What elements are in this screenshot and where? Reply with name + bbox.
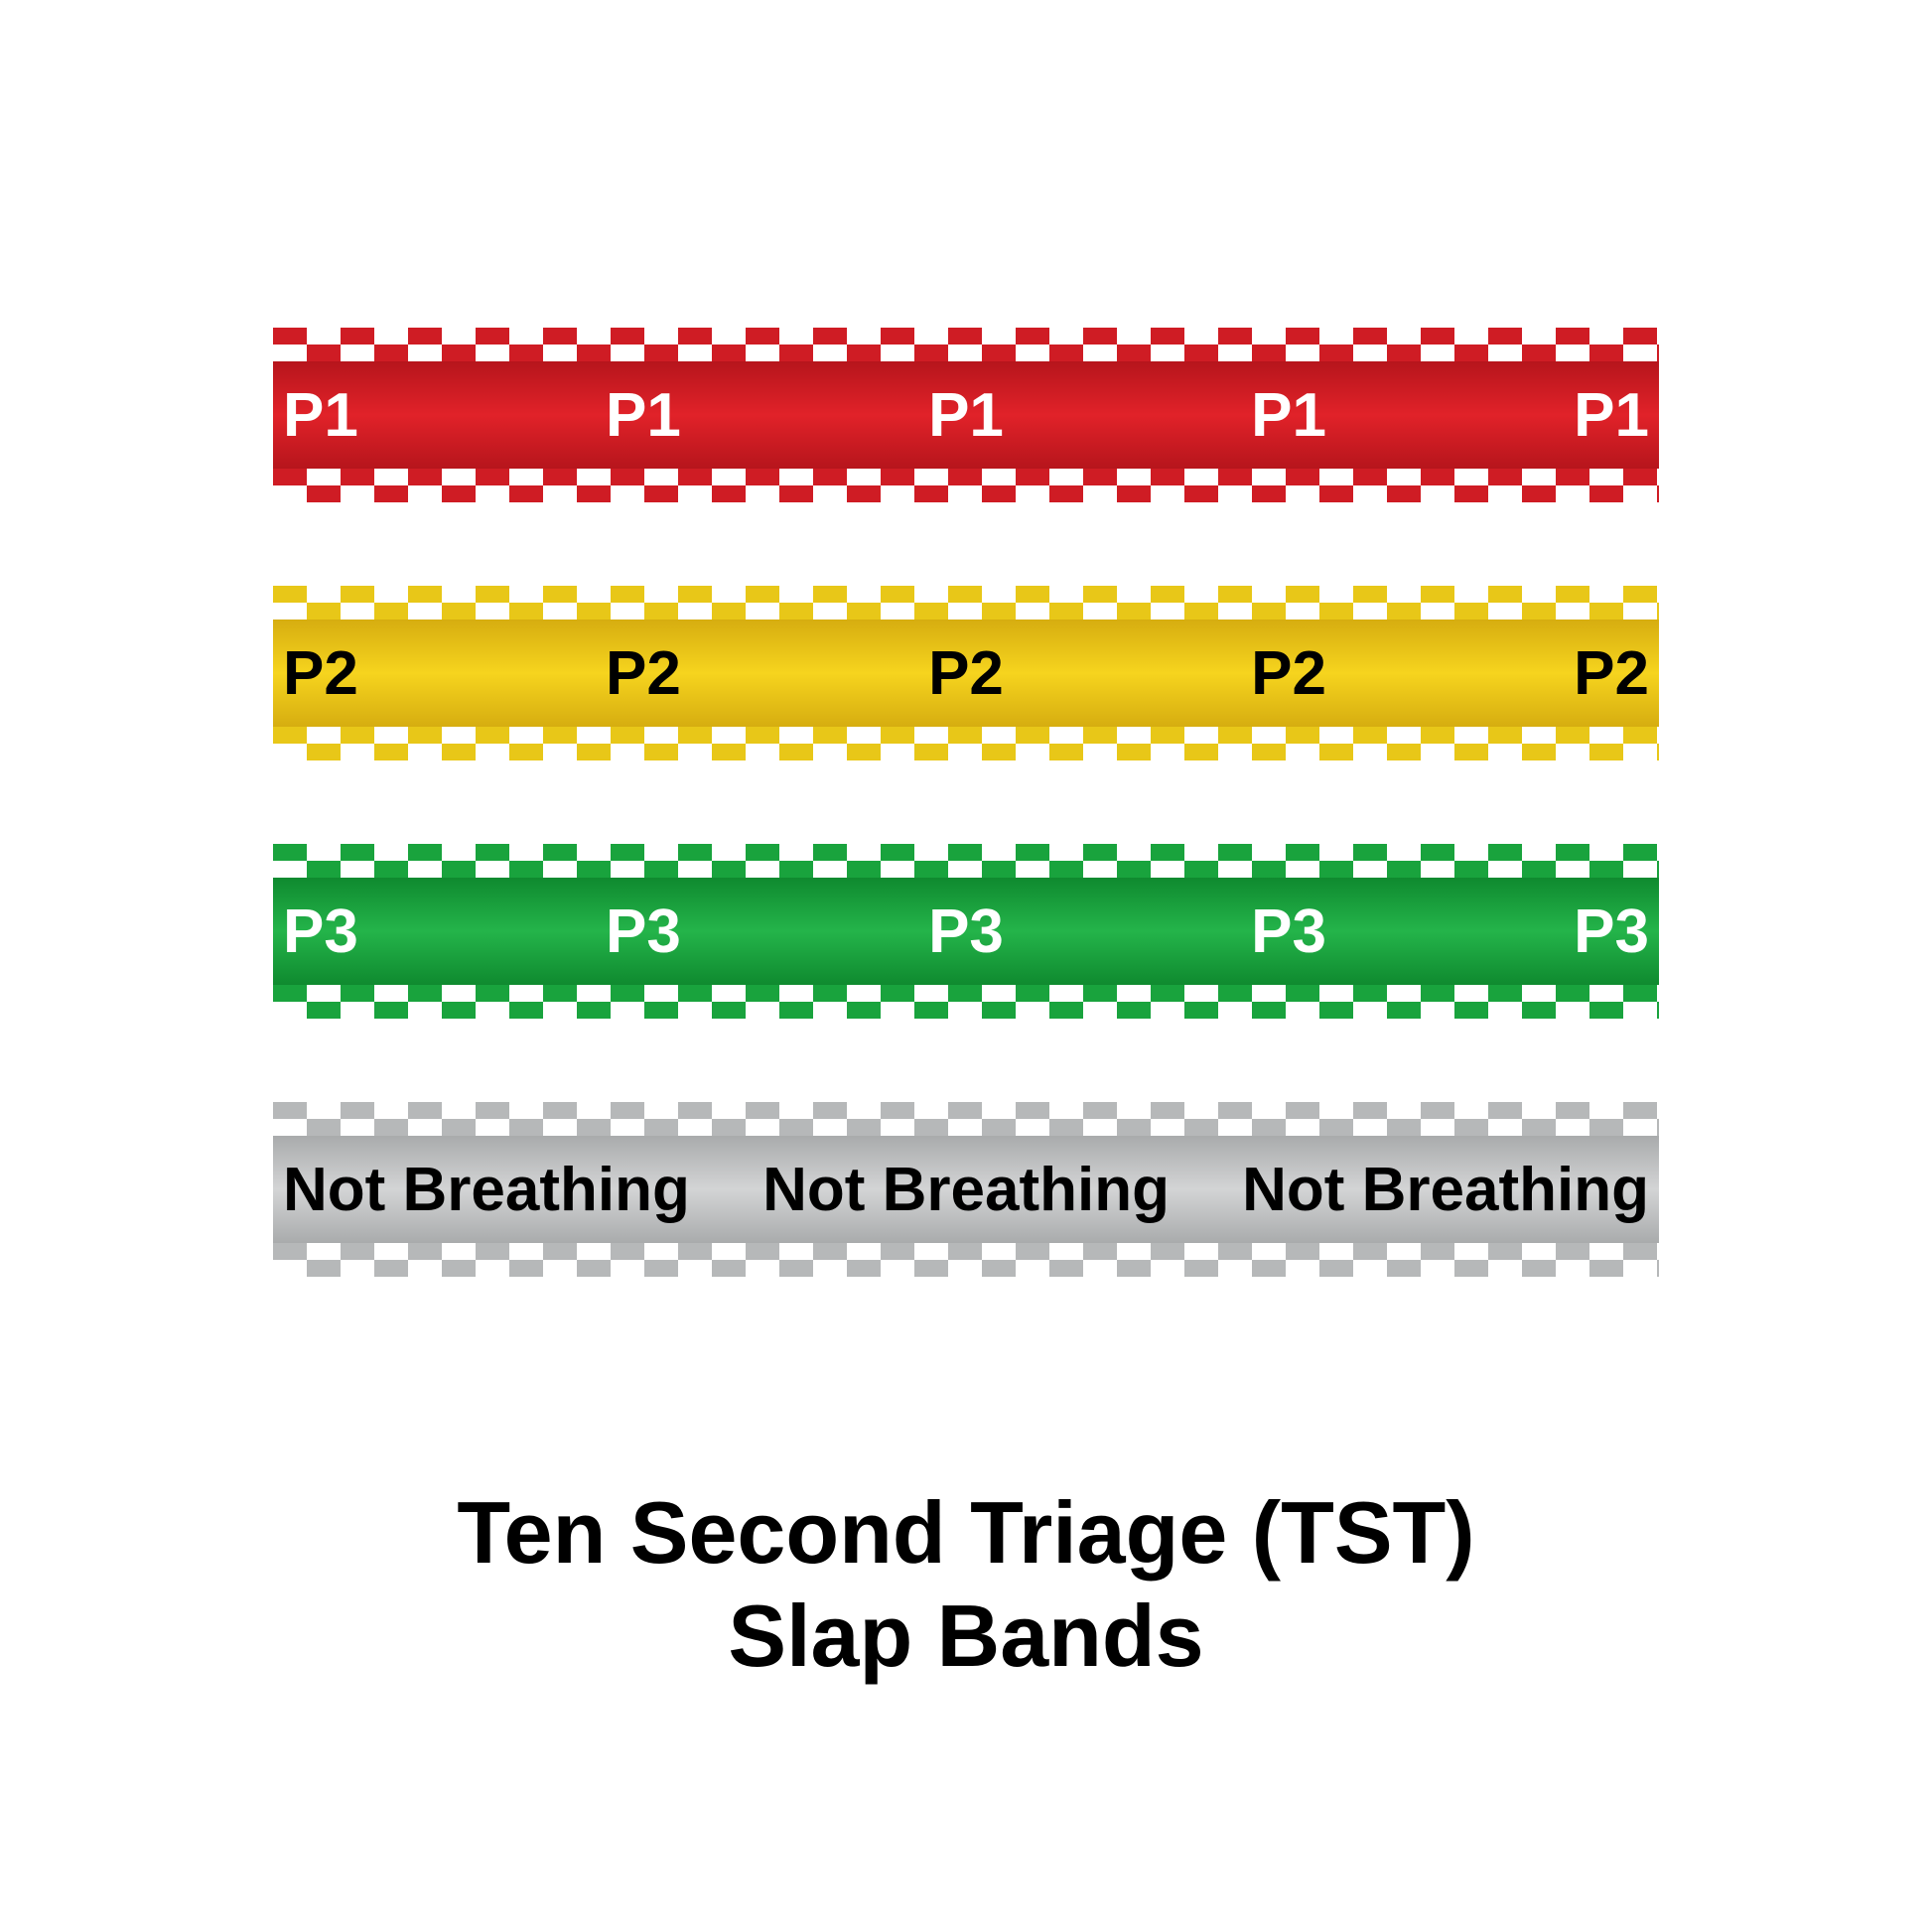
triage-bands-figure: P1 P1 P1 P1 P1 P2 P2 P2 P2 P2 P3 P3 P3 P3 P3 Not Breath… <box>0 0 1932 1932</box>
checker-border-top <box>273 1102 1659 1136</box>
band-label-row: P3 P3 P3 P3 P3 <box>283 897 1649 967</box>
band-core: P3 P3 P3 P3 P3 <box>273 878 1659 985</box>
band-label: P1 <box>1574 380 1649 451</box>
figure-caption: Ten Second Triage (TST) Slap Bands <box>0 1481 1932 1688</box>
band-label: P2 <box>1574 638 1649 709</box>
band-label: P3 <box>606 897 681 967</box>
band-label: P2 <box>1251 638 1326 709</box>
band-label-row: P2 P2 P2 P2 P2 <box>283 638 1649 709</box>
band-label: P1 <box>606 380 681 451</box>
band-core: P2 P2 P2 P2 P2 <box>273 620 1659 727</box>
band-core: Not Breathing Not Breathing Not Breathing <box>273 1136 1659 1243</box>
triage-band-p3: P3 P3 P3 P3 P3 <box>273 844 1659 1019</box>
band-core: P1 P1 P1 P1 P1 <box>273 361 1659 469</box>
band-label: P1 <box>283 380 358 451</box>
checker-border-bottom <box>273 469 1659 502</box>
band-label: P1 <box>928 380 1004 451</box>
checker-border-top <box>273 586 1659 620</box>
band-label: P3 <box>283 897 358 967</box>
checker-border-top <box>273 844 1659 878</box>
checker-border-top <box>273 328 1659 361</box>
triage-band-p2: P2 P2 P2 P2 P2 <box>273 586 1659 760</box>
checker-border-bottom <box>273 1243 1659 1277</box>
band-label: P3 <box>928 897 1004 967</box>
band-label-row: Not Breathing Not Breathing Not Breathing <box>283 1155 1649 1225</box>
band-label: P2 <box>606 638 681 709</box>
band-label: P3 <box>1574 897 1649 967</box>
band-label: P3 <box>1251 897 1326 967</box>
band-label: P2 <box>283 638 358 709</box>
band-label: Not Breathing <box>1242 1155 1649 1225</box>
triage-band-p1: P1 P1 P1 P1 P1 <box>273 328 1659 502</box>
band-label: Not Breathing <box>283 1155 690 1225</box>
checker-border-bottom <box>273 985 1659 1019</box>
caption-line-2: Slap Bands <box>0 1585 1932 1688</box>
caption-line-1: Ten Second Triage (TST) <box>0 1481 1932 1585</box>
checker-border-bottom <box>273 727 1659 760</box>
band-label: P2 <box>928 638 1004 709</box>
band-label: P1 <box>1251 380 1326 451</box>
band-label: Not Breathing <box>762 1155 1170 1225</box>
bands-container: P1 P1 P1 P1 P1 P2 P2 P2 P2 P2 P3 P3 P3 P3 P3 Not Breath… <box>273 328 1659 1277</box>
triage-band-not-breathing: Not Breathing Not Breathing Not Breathing <box>273 1102 1659 1277</box>
band-label-row: P1 P1 P1 P1 P1 <box>283 380 1649 451</box>
